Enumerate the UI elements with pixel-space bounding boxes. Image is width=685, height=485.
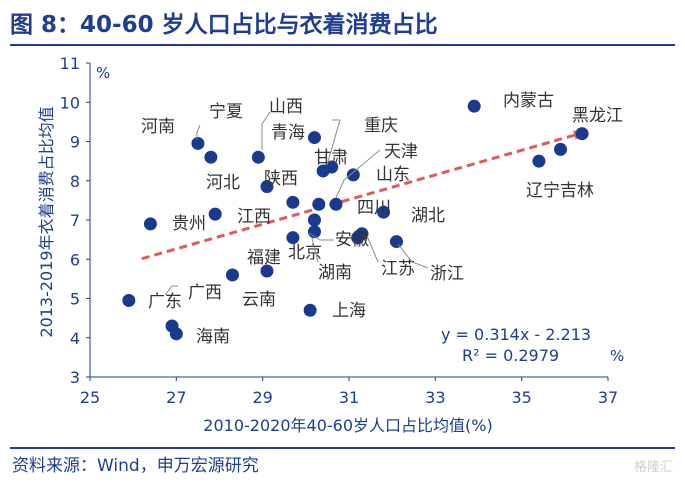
data-point	[191, 136, 205, 150]
data-point	[169, 327, 183, 341]
y-tick-label: 4	[70, 329, 80, 348]
leader-line	[164, 285, 178, 296]
y-tick-label: 7	[70, 211, 80, 230]
leader-line	[326, 119, 341, 166]
watermark-logo: 格隆汇	[633, 460, 673, 475]
point-label: 河南	[141, 117, 175, 137]
data-point	[575, 127, 589, 141]
chart-title: 图 8：40-60 岁人口占比与衣着消费占比	[10, 12, 438, 38]
trendline-arrow	[141, 130, 585, 261]
x-tick-label: 33	[425, 388, 445, 407]
y-tick-label: 11	[60, 54, 80, 73]
point-label: 北京	[288, 243, 322, 263]
point-label: 贵州	[172, 214, 206, 234]
source-note: 资料来源：Wind，申万宏源研究	[12, 456, 259, 476]
y-tick-label: 3	[70, 368, 80, 387]
point-label: 宁夏	[209, 102, 243, 122]
point-label: 江苏	[381, 259, 415, 279]
r-squared: R² = 0.2979	[462, 346, 559, 365]
point-label: 内蒙古	[503, 91, 554, 111]
point-label: 天津	[384, 142, 418, 162]
y-tick-label: 8	[70, 172, 80, 191]
y-tick-label: 5	[70, 290, 80, 309]
data-point	[204, 150, 218, 164]
data-point	[225, 268, 239, 282]
data-point	[307, 213, 321, 227]
scatter-points	[122, 99, 589, 341]
data-point	[467, 99, 481, 113]
point-label: 黑龙江	[572, 106, 623, 126]
y-axis-label: 2013-2019年衣着消费占比均值	[37, 106, 56, 337]
x-tick-label: 31	[339, 388, 359, 407]
footer-divider	[10, 447, 675, 449]
data-point	[351, 231, 365, 245]
data-point	[346, 168, 360, 182]
point-label: 山西	[269, 97, 303, 117]
x-tick-label: 29	[252, 388, 272, 407]
point-label: 青海	[271, 123, 305, 143]
x-axis-label: 2010-2020年40-60岁人口占比均值(%)	[203, 416, 492, 435]
point-label: 上海	[332, 301, 366, 321]
trendline	[141, 130, 585, 261]
chart-axes: 3 4 5 6 7 8 9 10 11 25 27 29 31 33 35 37	[60, 54, 619, 407]
point-label: 安徽	[335, 230, 369, 250]
regression-equation: y = 0.314x - 2.213	[441, 325, 591, 344]
point-label: 湖南	[318, 263, 352, 283]
leader-line	[261, 111, 271, 150]
data-point	[122, 293, 136, 307]
leader-line	[335, 149, 381, 199]
data-point	[260, 180, 274, 194]
x-tick-label: 25	[80, 388, 100, 407]
data-point	[325, 160, 339, 174]
point-label: 河北	[206, 173, 240, 193]
point-label: 辽宁吉林	[526, 181, 594, 201]
leader-line	[196, 124, 201, 140]
x-unit-label: %	[610, 347, 624, 365]
point-label: 广东	[148, 292, 182, 312]
data-point	[260, 264, 274, 278]
point-label: 重庆	[364, 116, 398, 136]
point-label: 湖北	[411, 206, 445, 226]
y-tick-label: 9	[70, 133, 80, 152]
leader-line	[397, 243, 429, 269]
leader-line	[308, 232, 334, 241]
y-tick-label: 6	[70, 250, 80, 269]
data-point	[532, 154, 546, 168]
data-point	[307, 225, 321, 239]
y-unit-label: %	[96, 64, 110, 82]
leader-line	[311, 237, 319, 263]
x-tick-label: 35	[511, 388, 531, 407]
data-point	[329, 197, 343, 211]
point-label: 广西	[188, 283, 222, 303]
x-tick-label: 37	[598, 388, 618, 407]
point-label: 江西	[237, 207, 271, 227]
point-label: 云南	[242, 290, 276, 310]
data-point	[312, 197, 326, 211]
data-point	[389, 235, 403, 249]
point-label: 陕西	[264, 169, 298, 189]
y-tick-label: 10	[60, 93, 80, 112]
data-point	[251, 150, 265, 164]
data-point	[208, 207, 222, 221]
data-point	[286, 195, 300, 209]
data-point	[554, 142, 568, 156]
point-label: 浙江	[430, 264, 464, 284]
point-label: 四川	[357, 198, 391, 218]
data-point	[143, 217, 157, 231]
data-point	[286, 231, 300, 245]
point-label: 海南	[196, 327, 230, 347]
title-divider	[10, 44, 675, 46]
point-label: 甘肃	[314, 148, 348, 168]
data-point	[307, 131, 321, 145]
leader-line	[366, 235, 379, 263]
x-tick-label: 27	[166, 388, 186, 407]
point-label: 福建	[247, 248, 281, 268]
data-point	[303, 303, 317, 317]
point-label: 山东	[376, 165, 410, 185]
data-point	[377, 205, 391, 219]
